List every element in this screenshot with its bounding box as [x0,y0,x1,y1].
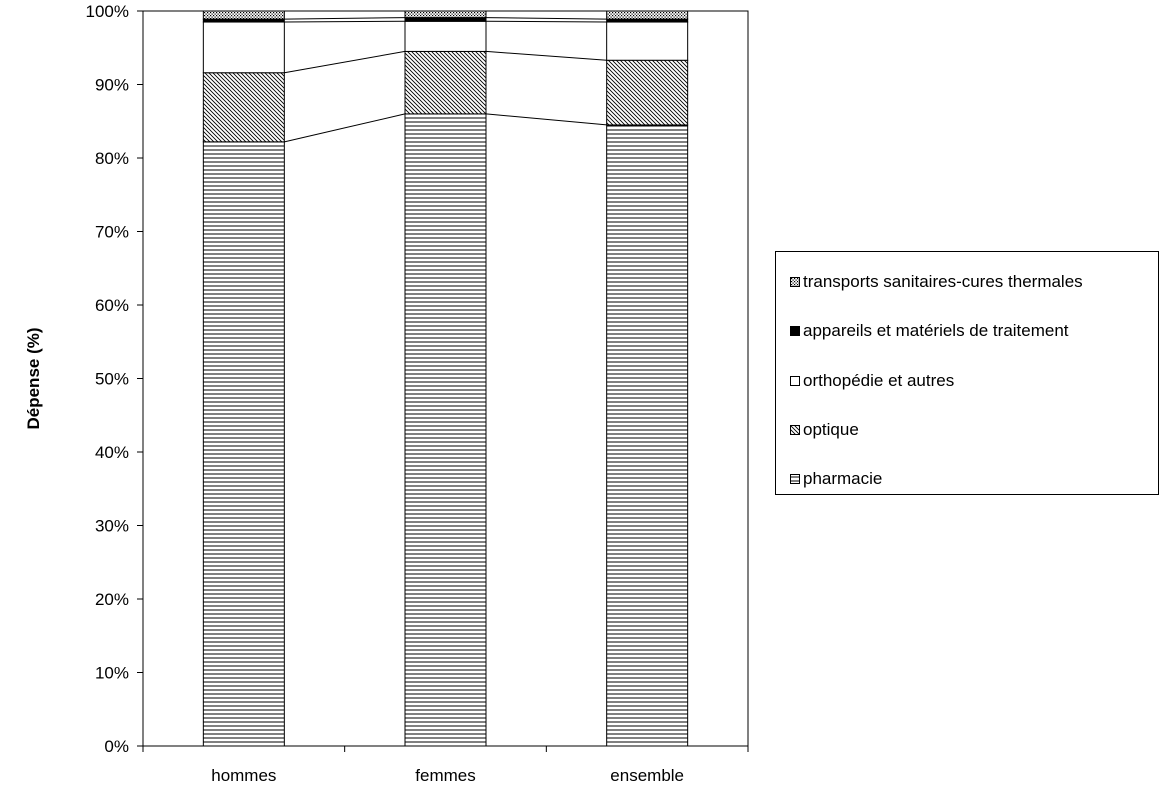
series-connector-line [485,20,607,23]
bars-layer [202,10,689,747]
legend-swatch [790,425,800,435]
legend-item: pharmacie [790,469,882,489]
bar-segment [404,113,487,747]
legend-label: transports sanitaires-cures thermales [803,272,1083,291]
bar-segment [202,21,285,74]
y-tick-label: 70% [95,223,129,242]
series-connector-line [284,50,406,74]
x-category-label: hommes [211,766,276,785]
legend-label: optique [803,420,859,439]
series-connector-line [284,20,406,23]
bar-segment [202,10,285,20]
series-connector-line [485,17,607,20]
y-tick-label: 100% [86,2,129,21]
legend-item: optique [790,420,859,440]
legend-label: pharmacie [803,469,883,488]
y-tick-label: 0% [104,737,129,756]
y-axis-label: Dépense (%) [24,327,43,429]
bar-segment [606,124,689,747]
legend-swatch [790,376,800,386]
y-tick-label: 10% [95,664,129,683]
x-category-label: femmes [415,766,475,785]
legend-swatch [790,474,800,484]
bar-segment [202,72,285,143]
labels-layer: 0% 10% 20% 30% 40% 50% 60% 70% 80% 90% 100% hommes f… [24,2,684,785]
legend-item: orthopédie et autres [790,371,954,391]
series-connector-line [284,17,406,20]
series-connector-line [284,113,406,143]
x-category-label: ensemble [610,766,684,785]
bar-segment [404,50,487,115]
bar-segment [606,59,689,126]
y-tick-label: 60% [95,296,129,315]
bar-segment [202,141,285,747]
legend-swatch [790,277,800,287]
bar-segment [606,10,689,20]
y-tick-label: 90% [95,76,129,95]
legend-label: appareils et matériels de traitement [803,321,1069,340]
bar-segment [404,20,487,52]
legend: transports sanitaires-cures thermales app… [775,251,1159,495]
bar-segment [404,17,487,22]
y-tick-label: 30% [95,517,129,536]
legend-label: orthopédie et autres [803,371,955,390]
legend-item: appareils et matériels de traitement [790,321,1069,341]
bar-segment [606,21,689,61]
y-tick-label: 50% [95,370,129,389]
legend-swatch [790,326,800,336]
series-connector-line [485,50,607,61]
series-connector-line [485,113,607,126]
y-tick-label: 80% [95,149,129,168]
series-lines-layer [284,17,607,143]
y-tick-label: 20% [95,590,129,609]
bar-segment [404,10,487,19]
legend-item: transports sanitaires-cures thermales [790,272,1083,292]
y-tick-label: 40% [95,443,129,462]
